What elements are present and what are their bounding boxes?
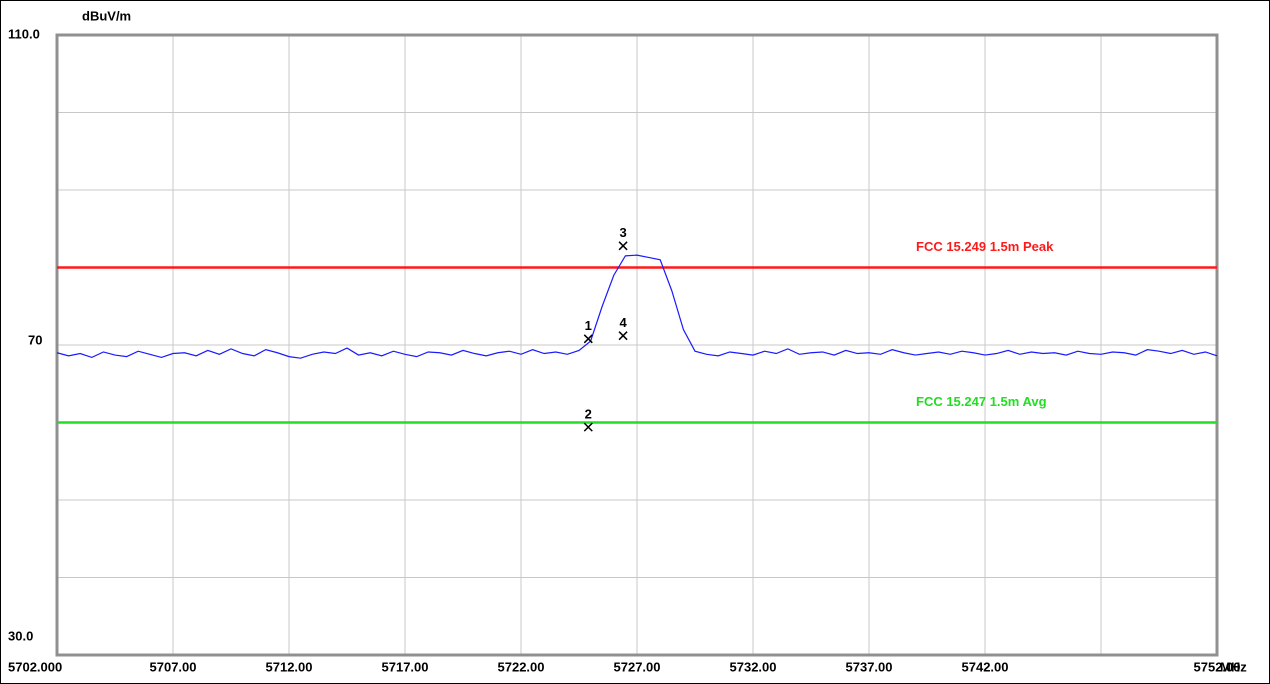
y-tick-label: 70 [28,332,42,347]
x-tick-label: 5737.00 [846,659,893,674]
marker-label: 1 [585,318,592,333]
x-tick-label: 5712.00 [266,659,313,674]
x-tick-label: 5722.00 [498,659,545,674]
marker-label: 2 [585,407,592,422]
x-tick-label: 5702.000 [8,659,62,674]
marker [618,331,628,341]
limit-label: FCC 15.247 1.5m Avg [916,394,1047,409]
y-tick-label: 110.0 [8,26,40,41]
marker [583,334,593,344]
x-tick-label: 5727.00 [614,659,661,674]
x-tick-label: 5752.00 [1194,659,1241,674]
trace-line [56,254,1218,359]
x-tick-label: 5742.00 [962,659,1009,674]
x-tick-label: 5732.00 [730,659,777,674]
marker-label: 4 [619,315,627,330]
x-tick-label: 5717.00 [382,659,429,674]
x-tick-label: 5707.00 [150,659,197,674]
limit-label: FCC 15.249 1.5m Peak [916,239,1054,254]
y-unit: dBuV/m [82,8,131,23]
y-tick-label: 30.0 [8,628,33,643]
plot-frame [55,33,1219,657]
x-unit: MHz [1220,659,1247,674]
marker [618,241,628,251]
marker [583,422,593,432]
marker-label: 3 [619,225,626,240]
